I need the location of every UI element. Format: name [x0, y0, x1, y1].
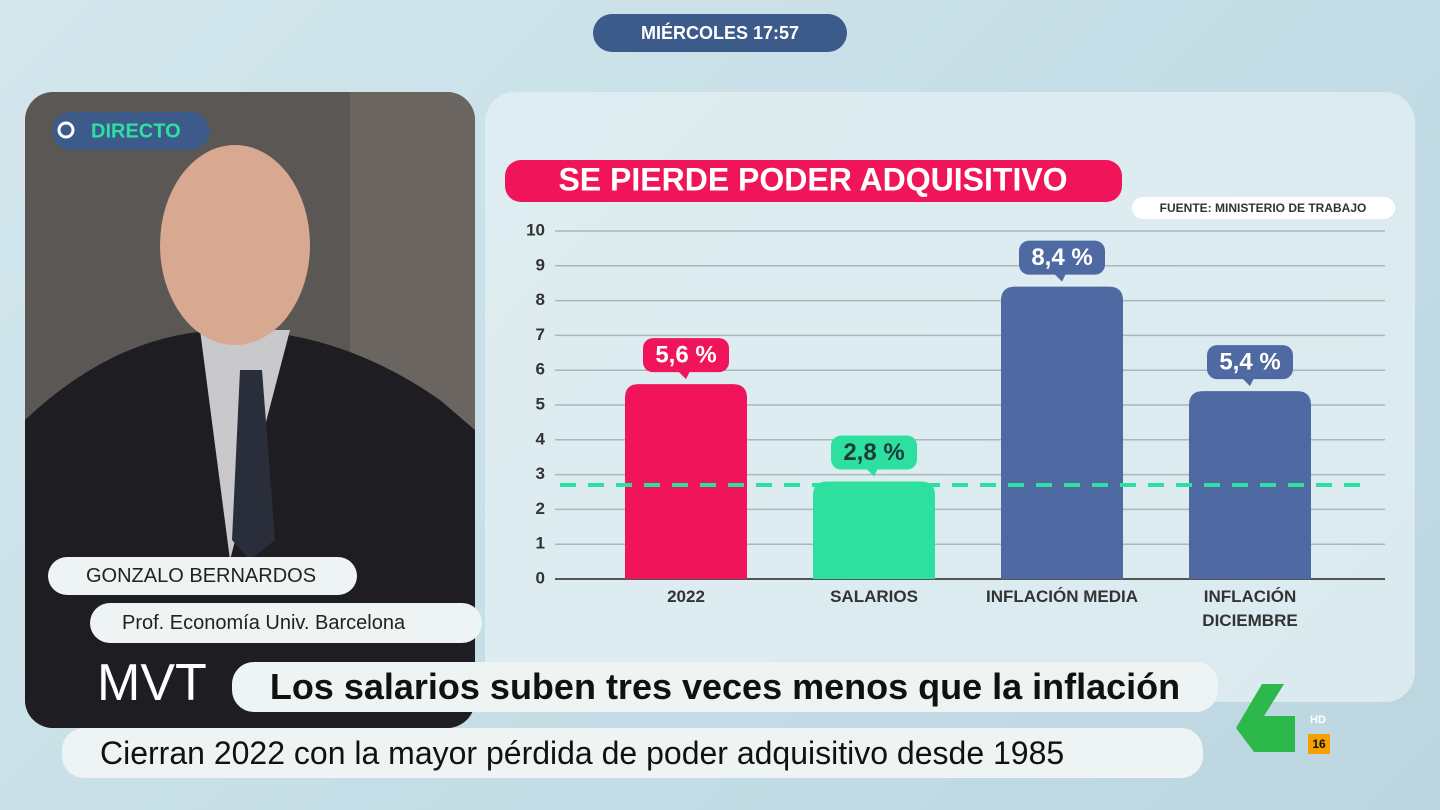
- search-icon: [57, 121, 75, 139]
- y-tick-label: 9: [536, 255, 545, 274]
- value-label: 5,6 %: [655, 341, 716, 368]
- clock-pill: [593, 14, 847, 52]
- age-rating: 16: [1312, 737, 1326, 751]
- title-pill: [505, 160, 1122, 202]
- live-label: DIRECTO: [91, 120, 181, 142]
- x-tick-label: INFLACIÓN MEDIA: [985, 587, 1139, 606]
- value-label: 5,4 %: [1219, 348, 1280, 375]
- x-tick-label: INFLACIÓN DICIEMBRE: [1202, 587, 1298, 630]
- bar: [1189, 391, 1311, 579]
- value-label-pill: [831, 435, 917, 470]
- guest-role: Prof. Economía Univ. Barcelona: [90, 603, 482, 643]
- value-label-pointer: [866, 468, 878, 477]
- y-tick-label: 1: [536, 534, 545, 553]
- y-tick-label: 6: [536, 360, 545, 379]
- age-rating-box: [1308, 734, 1330, 754]
- y-tick-label: 10: [526, 220, 545, 239]
- y-tick-label: 3: [536, 464, 545, 483]
- headline: Los salarios suben tres veces menos que …: [232, 662, 1218, 712]
- show-logo: MVT: [97, 654, 207, 712]
- value-label-pill: [1207, 345, 1293, 380]
- value-label-pointer: [1054, 273, 1066, 282]
- y-tick-label: 2: [536, 499, 545, 518]
- value-label-pointer: [1242, 378, 1254, 387]
- value-label: 2,8 %: [843, 439, 904, 466]
- chart-source: FUENTE: MINISTERIO DE TRABAJO: [1160, 201, 1367, 215]
- head: [160, 145, 310, 345]
- bar: [625, 384, 747, 579]
- y-tick-label: 8: [536, 290, 545, 309]
- clock: MIÉRCOLES 17:57: [641, 22, 799, 43]
- y-tick-label: 7: [536, 325, 545, 344]
- subheadline: Cierran 2022 con la mayor pérdida de pod…: [62, 728, 1203, 778]
- plot: 0 1 2 3 4 5 6 7 8 9 10 5,6 % 2,8 % 8,4 % 5,4 %: [526, 220, 1385, 587]
- value-label: 8,4 %: [1031, 244, 1092, 271]
- tie: [232, 370, 275, 560]
- channel-logo: [1236, 684, 1295, 752]
- bar: [813, 481, 935, 579]
- value-label-pointer: [678, 371, 690, 380]
- x-tick-label: SALARIOS: [830, 587, 918, 606]
- source-pill: [1132, 197, 1395, 219]
- x-tick-label: 2022: [667, 587, 705, 606]
- live-pill: [52, 112, 210, 150]
- chart-title: SE PIERDE PODER ADQUISITIVO: [558, 161, 1067, 197]
- guest-name: GONZALO BERNARDOS: [48, 557, 357, 595]
- y-tick-label: 0: [536, 568, 545, 587]
- channel-hd: HD: [1310, 714, 1326, 726]
- bar: [1001, 286, 1123, 579]
- y-tick-label: 5: [536, 394, 545, 413]
- y-tick-label: 4: [536, 429, 546, 448]
- value-label-pill: [643, 338, 729, 373]
- value-label-pill: [1019, 240, 1105, 275]
